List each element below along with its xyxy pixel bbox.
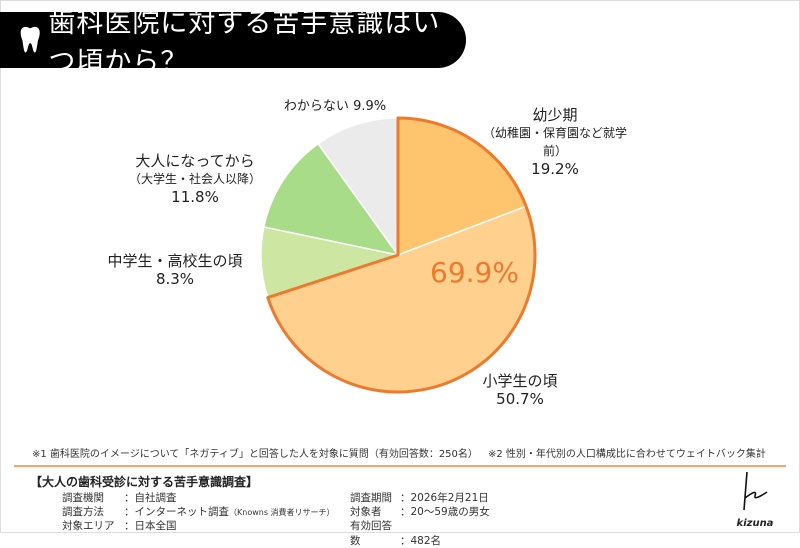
note-1: ※1 歯科医院のイメージについて「ネガティブ」と回答した人を対象に質問（有効回答…: [32, 449, 478, 460]
divider: [14, 465, 786, 467]
slice-value: 50.7%: [496, 390, 544, 408]
survey-row: 対象者 ：20～59歳の男女: [350, 504, 490, 519]
pie-slice: [317, 117, 399, 258]
pie-chart: [260, 116, 537, 394]
slice-value: 11.8%: [171, 188, 219, 206]
survey-extra: （Knowns 消費者リサーチ）: [229, 508, 335, 517]
survey-value: ：インターネット調査: [124, 506, 229, 518]
slice-value: 19.2%: [531, 160, 579, 178]
survey-key: 調査機関: [62, 492, 104, 504]
logo-text: kizuna: [736, 518, 774, 529]
survey-key: 対象エリア: [62, 520, 115, 532]
slice-label: 大人になってから: [135, 152, 255, 170]
slice-label: わからない: [283, 99, 349, 114]
note-2: ※2 性別・年代別の人口構成比に合わせてウェイトバック集計: [488, 449, 766, 460]
slice-sublabel: （大学生・社会人以降）: [128, 172, 261, 186]
survey-row: 調査期間 ：2026年2月21日: [350, 490, 489, 505]
kizuna-logo: kizuna: [735, 470, 775, 529]
slice-value: 8.3%: [155, 270, 195, 288]
label-junior-high: 中学生・高校生の頃 8.3%: [100, 252, 250, 288]
survey-key: 調査方法: [62, 506, 104, 518]
label-adult: 大人になってから （大学生・社会人以降） 11.8%: [120, 152, 270, 206]
slice-value: 9.9%: [353, 99, 387, 114]
survey-row: 調査方法 ：インターネット調査（Knowns 消費者リサーチ）: [62, 504, 335, 519]
survey-key: 対象者: [350, 506, 382, 518]
survey-row: 有効回答数 ：482名: [350, 518, 441, 548]
slice-label: 幼少期: [532, 106, 578, 124]
survey-value: ：482名: [400, 535, 442, 547]
survey-key: 調査期間: [350, 492, 392, 504]
label-preschool: 幼少期 （幼稚園・保育園など就学前） 19.2%: [480, 106, 630, 178]
signature-mark-icon: [743, 471, 768, 511]
title-bar: 歯科医院に対する苦手意識はいつ頃から？: [0, 8, 466, 78]
highlight-outline: [266, 116, 537, 394]
slice-sublabel: （幼稚園・保育園など就学前）: [482, 126, 627, 158]
survey-value: ：2026年2月21日: [400, 492, 489, 504]
chart-title: 歯科医院に対する苦手意識はいつ頃から？: [48, 8, 441, 78]
survey-row: 調査機関 ：自社調査: [62, 490, 177, 505]
highlight-value: 69.9%: [430, 256, 519, 289]
slice-label: 小学生の頃: [482, 372, 558, 390]
tooth-icon: [20, 26, 40, 53]
survey-row: 対象エリア ：日本全国: [62, 518, 177, 533]
slice-label: 中学生・高校生の頃: [107, 252, 243, 270]
survey-title: 【大人の歯科受診に対する苦手意識調査】: [30, 475, 259, 489]
survey-value: ：20～59歳の男女: [400, 506, 490, 518]
label-unknown: わからない 9.9%: [265, 98, 405, 116]
pie-slice: [263, 142, 400, 257]
survey-value: ：自社調査: [124, 492, 177, 504]
label-elementary: 小学生の頃 50.7%: [470, 372, 570, 408]
survey-key: 有効回答数: [350, 520, 392, 547]
survey-value: ：日本全国: [124, 520, 177, 532]
